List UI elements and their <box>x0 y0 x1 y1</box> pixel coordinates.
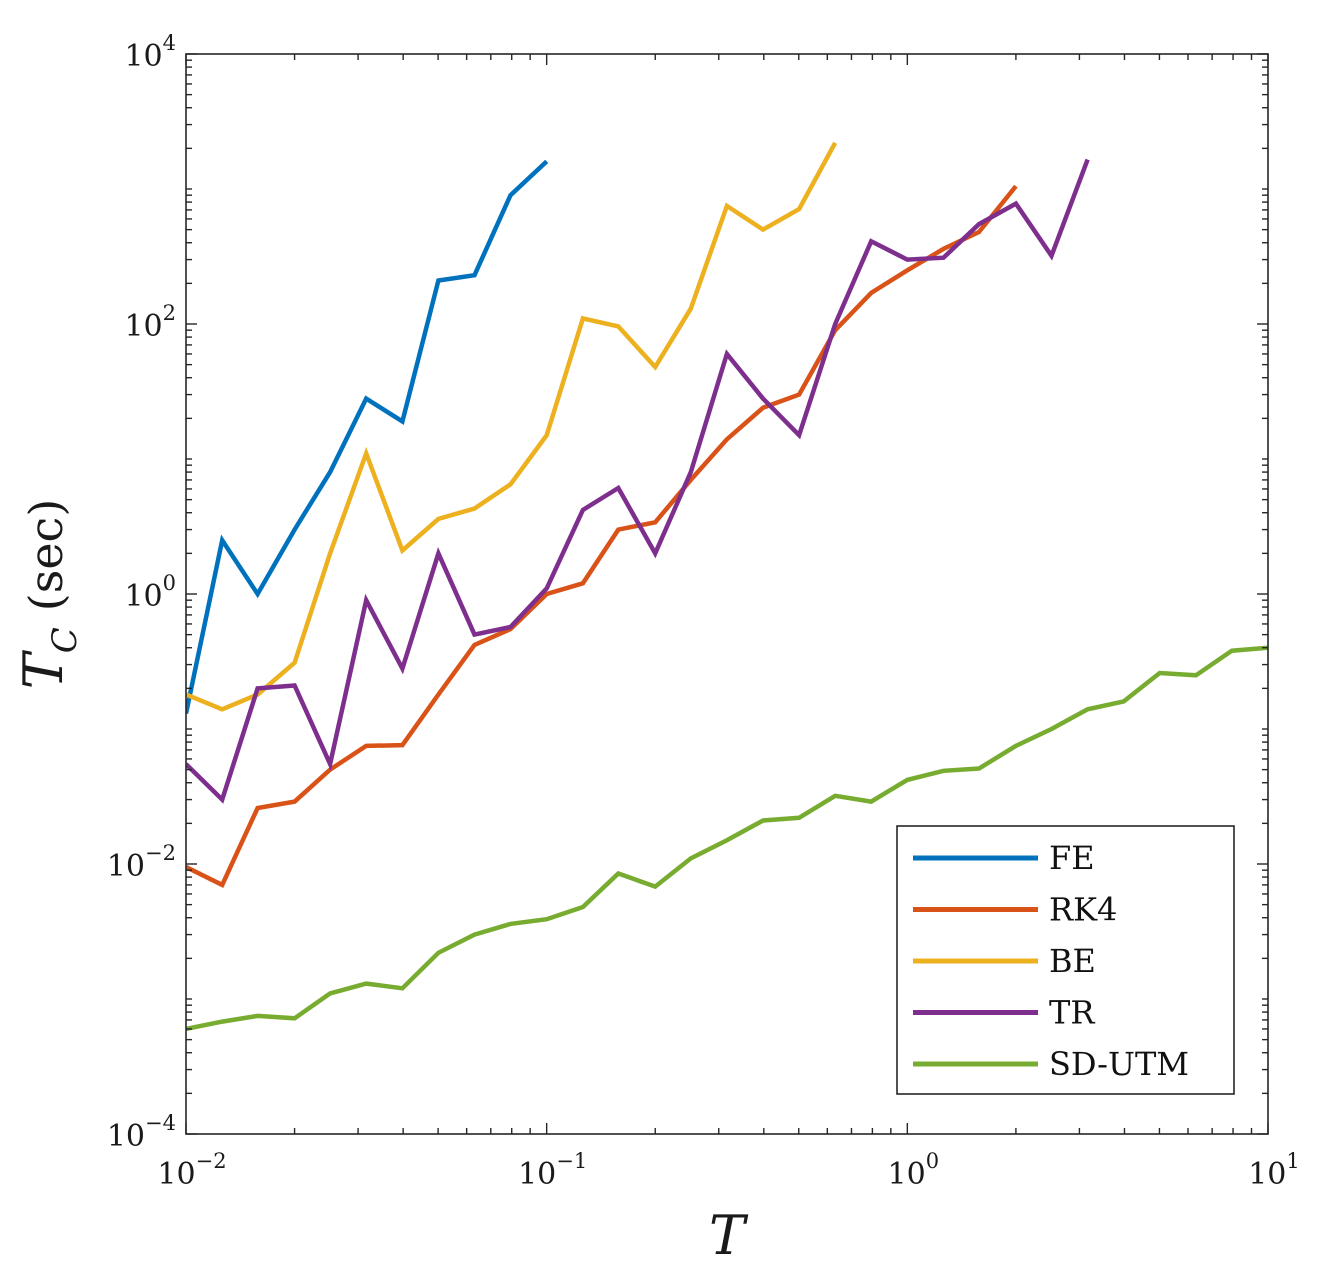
x-tick-label: 101 <box>1248 1149 1300 1192</box>
y-axis-label: TC(sec) <box>12 499 85 690</box>
y-tick-label: 10−2 <box>107 841 176 884</box>
y-tick-label: 104 <box>124 31 176 74</box>
legend-item-be: BE <box>913 942 1096 980</box>
series-line-be <box>186 141 838 712</box>
x-tick-label: 10−1 <box>518 1149 587 1192</box>
y-tick-label: 100 <box>124 571 176 614</box>
legend-label: BE <box>1049 942 1096 980</box>
legend-item-tr: TR <box>913 994 1095 1032</box>
x-tick-label: 10−2 <box>157 1149 226 1192</box>
y-tick-label: 102 <box>124 301 176 344</box>
legend: FE RK4 BE TR SD-UTM <box>896 825 1235 1095</box>
series-line-sd-utm <box>186 645 1268 1032</box>
series-line-tr <box>186 158 1090 804</box>
series-line-rk4 <box>186 184 1018 888</box>
legend-label: RK4 <box>1049 891 1117 929</box>
legend-item-rk4: RK4 <box>913 891 1117 929</box>
legend-item-sd-utm: SD-UTM <box>913 1045 1189 1083</box>
legend-label: FE <box>1049 839 1095 877</box>
y-tick-label: 10−4 <box>107 1111 176 1154</box>
legend-label: SD-UTM <box>1049 1045 1189 1083</box>
series-line-fe <box>186 159 549 715</box>
legend-label: TR <box>1049 994 1095 1032</box>
plot-area <box>186 141 1268 1032</box>
axes <box>185 53 1269 1135</box>
x-tick-label: 100 <box>888 1149 940 1192</box>
x-axis-label: T <box>709 1204 749 1267</box>
legend-item-fe: FE <box>913 839 1095 877</box>
